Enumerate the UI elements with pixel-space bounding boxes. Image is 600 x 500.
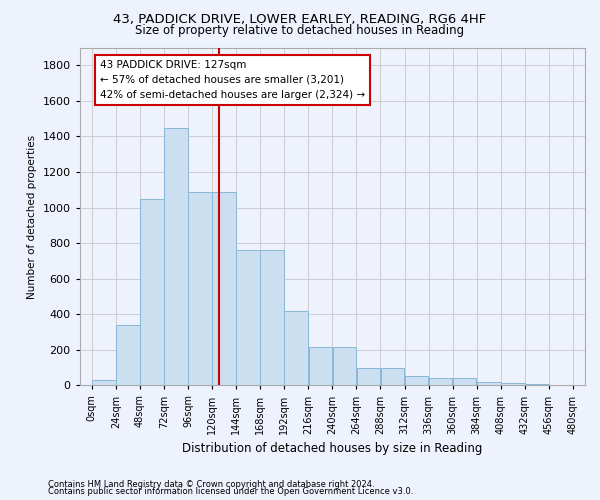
Bar [453,378,476,386]
Bar [356,368,380,386]
X-axis label: Distribution of detached houses by size in Reading: Distribution of detached houses by size … [182,442,482,455]
Text: 43 PADDICK DRIVE: 127sqm
← 57% of detached houses are smaller (3,201)
42% of sem: 43 PADDICK DRIVE: 127sqm ← 57% of detach… [100,60,365,100]
Text: Size of property relative to detached houses in Reading: Size of property relative to detached ho… [136,24,464,37]
Bar [260,250,284,386]
Bar [116,325,140,386]
Bar [501,382,524,386]
Bar [525,384,548,386]
Bar [236,250,260,386]
Bar [381,368,404,386]
Bar [429,378,452,386]
Y-axis label: Number of detached properties: Number of detached properties [27,134,37,298]
Bar [92,380,116,386]
Bar [308,347,332,386]
Bar [284,310,308,386]
Bar [140,198,164,386]
Bar [188,192,212,386]
Bar [405,376,428,386]
Text: Contains public sector information licensed under the Open Government Licence v3: Contains public sector information licen… [48,487,413,496]
Bar [477,382,500,386]
Bar [212,192,236,386]
Bar [332,347,356,386]
Text: Contains HM Land Registry data © Crown copyright and database right 2024.: Contains HM Land Registry data © Crown c… [48,480,374,489]
Text: 43, PADDICK DRIVE, LOWER EARLEY, READING, RG6 4HF: 43, PADDICK DRIVE, LOWER EARLEY, READING… [113,12,487,26]
Bar [164,128,188,386]
